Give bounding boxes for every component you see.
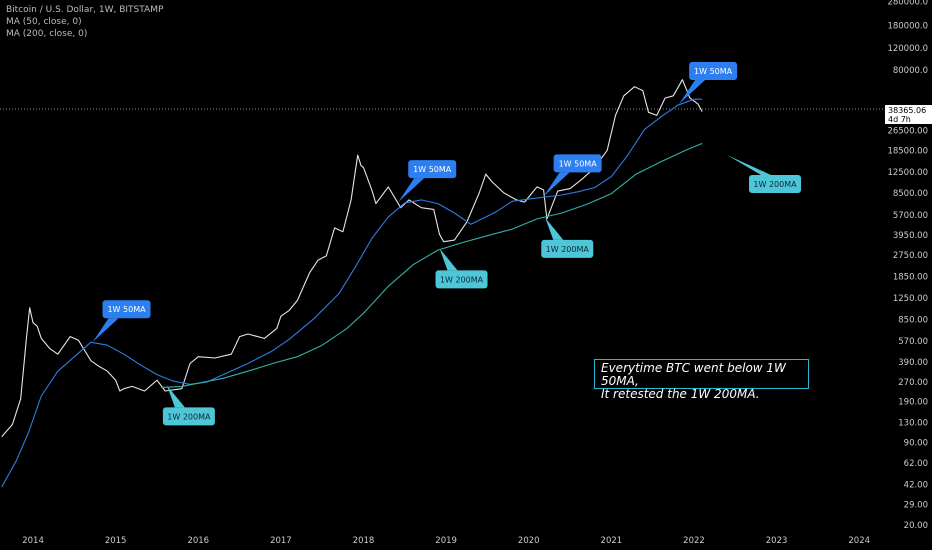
y-tick-label: 26500.00 <box>887 127 928 137</box>
ma200-series-line <box>161 142 703 389</box>
callout-label: 1W 50MA <box>694 67 733 76</box>
chart-legend: Bitcoin / U.S. Dollar, 1W, BITSTAMP MA (… <box>6 4 163 40</box>
current-price-tag: 38365.06 4d 7h <box>885 105 932 124</box>
x-tick-label: 2024 <box>848 536 870 546</box>
callout-pointer <box>679 80 706 105</box>
callout-box <box>162 407 215 426</box>
callout-pointer <box>543 172 570 197</box>
note-line-2: It retested the 1W 200MA. <box>601 387 760 401</box>
symbol-title: Bitcoin / U.S. Dollar, 1W, BITSTAMP <box>6 5 164 15</box>
series-layer <box>1 79 703 488</box>
y-tick-label: 18500.00 <box>887 146 928 156</box>
y-tick-label: 130.00 <box>898 418 928 428</box>
annotation-layer: 1W 50MA 1W 200MA 1W 50MA 1W 200MA 1W 50MA 1W … <box>92 62 802 426</box>
callout-label: 1W 200MA <box>167 412 211 421</box>
x-tick-label: 2021 <box>601 536 623 546</box>
callout-pointer <box>92 318 119 343</box>
x-tick-label: 2023 <box>766 536 788 546</box>
note-line-1: Everytime BTC went below 1W 50MA, <box>601 361 786 388</box>
y-tick-label: 1850.00 <box>893 273 928 283</box>
callout-label: 1W 50MA <box>413 165 452 174</box>
ma50-callout: 1W 50MA <box>679 62 738 105</box>
callout-pointer <box>439 248 458 271</box>
ma200-legend: MA (200, close, 0) <box>6 29 88 39</box>
y-tick-label: 62.00 <box>904 459 928 469</box>
y-tick-label: 850.00 <box>898 315 928 325</box>
x-tick-label: 2018 <box>353 536 375 546</box>
x-tick-label: 2022 <box>683 536 705 546</box>
ma50-callout: 1W 50MA <box>398 160 457 203</box>
callout-box <box>541 239 594 258</box>
callout-box <box>435 270 488 289</box>
callout-pointer <box>727 154 772 175</box>
callout-box <box>689 62 738 81</box>
ma50-callout: 1W 50MA <box>543 154 602 197</box>
callout-box <box>553 154 602 173</box>
y-tick-label: 180000.0 <box>887 22 928 32</box>
y-tick-label: 42.00 <box>904 480 928 490</box>
bar-countdown: 4d 7h <box>888 115 911 124</box>
callout-label: 1W 200MA <box>546 245 590 254</box>
callout-pointer <box>545 217 564 240</box>
y-tick-label: 29.00 <box>904 501 928 511</box>
y-tick-label: 1250.00 <box>893 294 928 304</box>
callout-box <box>408 160 457 179</box>
x-tick-label: 2015 <box>105 536 127 546</box>
ma50-callout: 1W 50MA <box>92 300 151 343</box>
x-tick-label: 2016 <box>187 536 209 546</box>
callout-pointer <box>166 385 185 408</box>
y-tick-label: 12500.00 <box>887 168 928 178</box>
ma200-callout: 1W 200MA <box>541 217 594 258</box>
y-tick-label: 120000.0 <box>887 44 928 54</box>
y-tick-label: 270.00 <box>898 378 928 388</box>
y-tick-label: 190.00 <box>898 397 928 407</box>
callout-label: 1W 50MA <box>559 159 598 168</box>
x-tick-label: 2020 <box>518 536 540 546</box>
y-tick-label: 280000.0 <box>887 0 928 7</box>
y-tick-label: 570.00 <box>898 337 928 347</box>
y-tick-label: 20.00 <box>904 521 928 531</box>
current-price-value: 38365.06 <box>888 106 927 115</box>
ma50-legend: MA (50, close, 0) <box>6 17 82 27</box>
y-tick-label: 8500.00 <box>893 189 928 199</box>
annotation-note: Everytime BTC went below 1W 50MA, It ret… <box>594 359 809 401</box>
x-axis: 2014 2015 2016 2017 2018 2019 2020 2021 2022 2023… <box>22 536 870 546</box>
ma50-series-line <box>1 98 703 488</box>
callout-label: 1W 200MA <box>753 180 797 189</box>
y-tick-label: 3950.00 <box>893 231 928 241</box>
y-axis: 280000.0 180000.0 120000.0 80000.0 26500.00 1… <box>887 0 928 531</box>
y-tick-label: 5700.00 <box>893 211 928 221</box>
callout-box <box>102 300 151 319</box>
x-tick-label: 2017 <box>270 536 292 546</box>
y-tick-label: 80000.0 <box>893 66 928 76</box>
ma200-callout: 1W 200MA <box>162 385 215 426</box>
callout-label: 1W 200MA <box>440 275 484 284</box>
ma200-callout: 1W 200MA <box>435 248 488 289</box>
y-tick-label: 2750.00 <box>893 251 928 261</box>
x-tick-label: 2014 <box>22 536 44 546</box>
x-tick-label: 2019 <box>435 536 457 546</box>
callout-pointer <box>398 178 425 203</box>
y-tick-label: 390.00 <box>898 358 928 368</box>
callout-box <box>749 174 802 193</box>
y-tick-label: 90.00 <box>904 438 928 448</box>
ma200-callout: 1W 200MA <box>727 154 802 193</box>
callout-label: 1W 50MA <box>107 305 146 314</box>
